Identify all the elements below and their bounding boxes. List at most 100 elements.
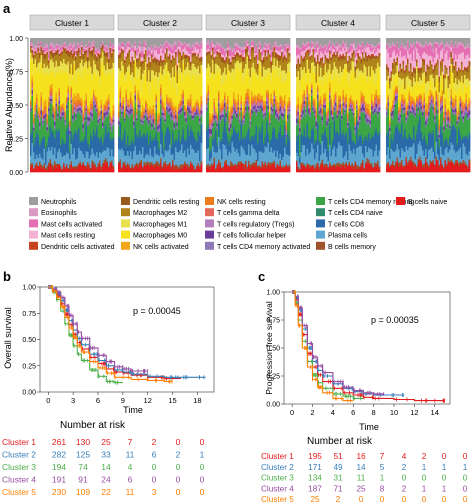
bar-segment: [172, 67, 174, 77]
bar-segment: [323, 67, 325, 76]
bar-segment: [270, 162, 273, 167]
bar-segment: [306, 59, 309, 70]
bar-segment: [237, 60, 240, 70]
bar-segment: [230, 72, 232, 80]
bar-segment: [49, 45, 52, 51]
bar-segment: [134, 38, 137, 42]
bar-segment: [282, 38, 285, 50]
bar-segment: [33, 145, 35, 153]
bar-segment: [273, 160, 276, 165]
bar-segment: [336, 111, 339, 115]
bar-segment: [87, 120, 89, 127]
bar-segment: [121, 109, 123, 113]
bar-segment: [246, 102, 249, 106]
bar-segment: [163, 147, 165, 152]
bar-segment: [335, 52, 337, 56]
bar-segment: [184, 47, 186, 56]
bar-segment: [64, 38, 67, 42]
bar-segment: [151, 54, 153, 56]
bar-segment: [206, 109, 208, 112]
bar-segment: [206, 53, 208, 57]
bar-segment: [230, 56, 232, 63]
bar-segment: [194, 103, 197, 108]
bar-segment: [239, 117, 241, 121]
bar-segment: [375, 58, 378, 69]
bar-segment: [317, 98, 319, 102]
stacked-bar: [133, 38, 135, 173]
bar-segment: [225, 128, 228, 134]
bar-segment: [248, 43, 250, 46]
bar-segment: [264, 161, 267, 165]
bar-segment: [372, 156, 375, 168]
bar-segment: [121, 140, 123, 142]
bar-segment: [371, 100, 373, 102]
bar-segment: [69, 120, 71, 123]
bar-segment: [339, 50, 342, 55]
bar-segment: [351, 38, 354, 45]
bar-segment: [276, 106, 279, 109]
bar-segment: [236, 42, 238, 47]
bar-segment: [329, 101, 331, 124]
bar-segment: [85, 168, 88, 173]
bar-segment: [222, 168, 225, 173]
bar-segment: [181, 164, 183, 170]
bar-segment: [234, 38, 237, 44]
bar-segment: [49, 60, 52, 74]
bar-segment: [178, 42, 180, 47]
stacked-bar: [243, 38, 246, 173]
bar-segment: [279, 74, 282, 96]
bar-segment: [207, 63, 210, 69]
bar-segment: [191, 63, 194, 77]
bar-segment: [136, 66, 138, 80]
bar-segment: [371, 53, 373, 56]
bar-segment: [176, 38, 179, 48]
bar-segment: [233, 125, 235, 129]
bar-segment: [315, 126, 318, 129]
bar-segment: [137, 110, 140, 135]
bar-segment: [288, 53, 291, 57]
bar-segment: [200, 164, 203, 173]
bar-segment: [210, 124, 213, 130]
bar-segment: [42, 121, 44, 124]
bar-segment: [365, 145, 367, 163]
bar-segment: [258, 40, 261, 45]
bar-segment: [228, 58, 231, 61]
bar-segment: [39, 38, 41, 47]
bar-segment: [257, 141, 259, 145]
bar-segment: [137, 45, 140, 50]
bar-segment: [236, 148, 238, 165]
bar-segment: [175, 65, 177, 73]
bar-segment: [302, 95, 304, 103]
bar-segment: [84, 100, 86, 107]
panel-a-label: a: [3, 1, 11, 16]
bar-segment: [209, 119, 211, 125]
bar-segment: [139, 54, 141, 58]
bar-segment: [58, 45, 61, 51]
bar-segment: [222, 116, 225, 119]
bar-segment: [305, 108, 307, 110]
bar-segment: [39, 58, 41, 63]
bar-segment: [102, 118, 104, 121]
bar-segment: [58, 128, 61, 132]
bar-segment: [166, 40, 168, 43]
bar-segment: [356, 121, 358, 124]
bar-segment: [252, 38, 255, 42]
bar-segment: [151, 119, 153, 124]
bar-segment: [240, 95, 243, 102]
bar-segment: [164, 117, 167, 120]
bar-segment: [261, 107, 264, 112]
bar-segment: [344, 104, 346, 108]
bar-segment: [90, 100, 92, 105]
bar-segment: [161, 117, 164, 131]
bar-segment: [75, 70, 77, 85]
bar-segment: [102, 128, 104, 143]
bar-segment: [230, 49, 232, 57]
bar-segment: [52, 114, 55, 118]
bar-segment: [170, 38, 173, 45]
bar-segment: [179, 140, 182, 144]
bar-segment: [221, 74, 223, 87]
bar-segment: [233, 92, 235, 99]
bar-segment: [79, 38, 82, 46]
bar-segment: [43, 148, 46, 164]
bar-segment: [160, 96, 162, 101]
